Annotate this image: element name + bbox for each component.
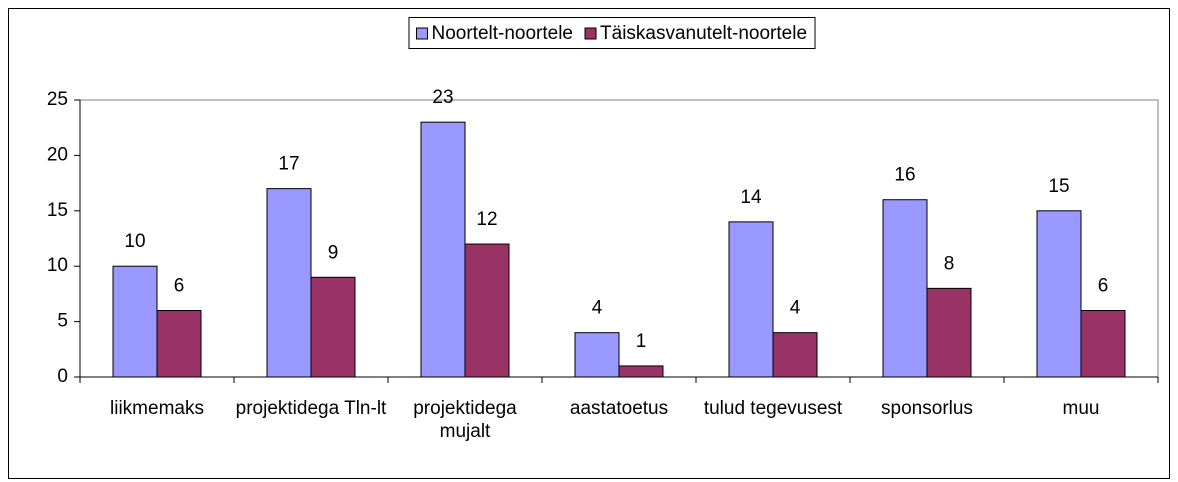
value-label: 23 — [432, 87, 453, 108]
value-label: 17 — [278, 154, 299, 175]
bar — [772, 332, 818, 378]
bar — [1080, 310, 1126, 378]
x-tick-label: liikmemaks — [110, 398, 204, 419]
frame — [8, 8, 1170, 479]
value-label: 6 — [174, 276, 185, 297]
bar — [618, 365, 664, 378]
value-label: 12 — [476, 209, 497, 230]
value-label: 8 — [944, 253, 955, 274]
x-tick-label: muu — [1062, 398, 1100, 419]
y-tick-label: 10 — [47, 255, 68, 276]
x-tick-label: aastatoetus — [569, 398, 669, 419]
value-label: 1 — [636, 331, 647, 352]
value-label: 6 — [1098, 276, 1109, 297]
legend-box — [408, 17, 816, 49]
value-label: 16 — [894, 165, 915, 186]
y-tick-label: 25 — [47, 89, 68, 110]
bar — [310, 276, 356, 378]
bar — [420, 121, 466, 378]
legend-label: Noortelt-noortele — [431, 23, 573, 44]
legend-swatch — [584, 27, 597, 40]
y-tick-label: 0 — [57, 366, 68, 387]
value-label: 9 — [328, 242, 339, 263]
x-tick-label: projektidega mujalt — [413, 398, 517, 442]
y-tick-label: 20 — [47, 144, 68, 165]
bar — [882, 199, 928, 378]
bar — [266, 188, 312, 378]
x-tick-label: projektidega Tln-lt — [235, 398, 387, 419]
bar — [1036, 210, 1082, 378]
bar — [574, 332, 620, 378]
value-label: 4 — [592, 298, 603, 319]
x-tick-label: sponsorlus — [881, 398, 973, 419]
bar — [464, 243, 510, 378]
y-tick-label: 15 — [47, 200, 68, 221]
value-label: 10 — [124, 231, 145, 252]
value-label: 14 — [740, 187, 762, 208]
bar — [112, 265, 158, 378]
x-tick-label: tulud tegevusest — [703, 398, 843, 419]
bar — [728, 221, 774, 378]
bar — [926, 287, 972, 378]
y-tick-label: 5 — [57, 311, 68, 332]
bar — [156, 310, 202, 378]
value-label: 4 — [790, 298, 801, 319]
value-label: 15 — [1048, 176, 1069, 197]
legend-swatch — [415, 27, 428, 40]
plot-border — [80, 99, 1159, 377]
legend-label: Täiskasvanutelt-noortele — [600, 23, 807, 44]
